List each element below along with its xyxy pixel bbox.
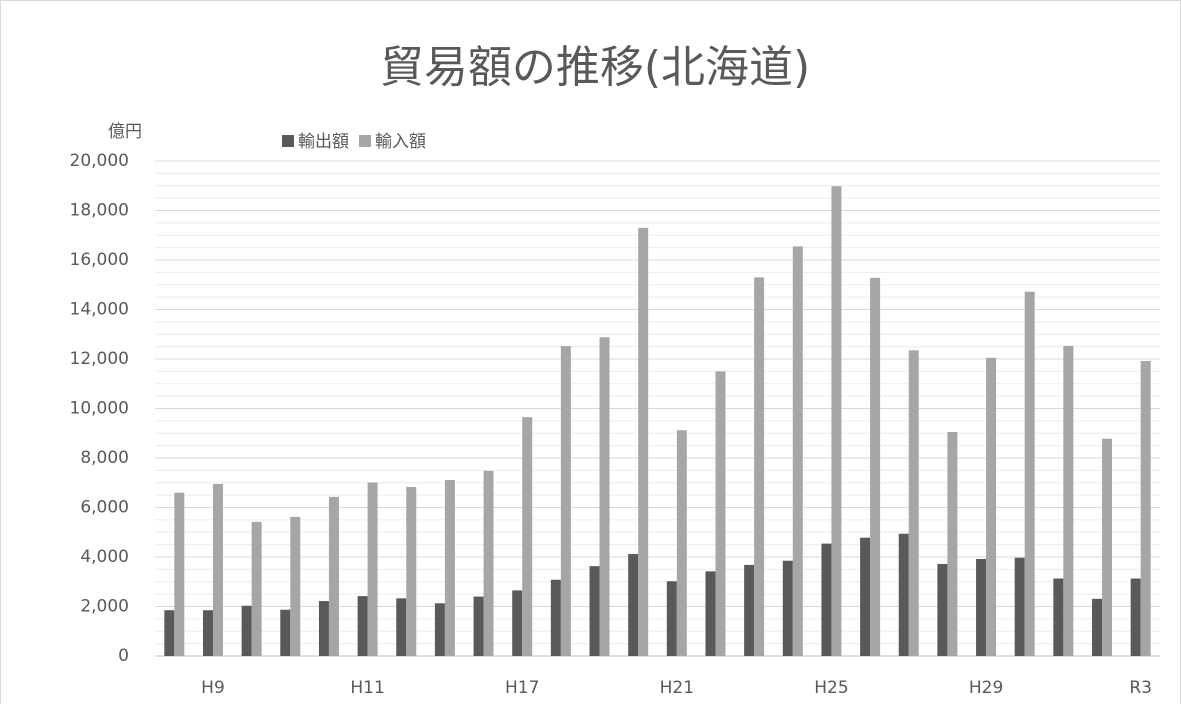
bar <box>251 521 262 656</box>
chart-title: 貿易額の推移(北海道) <box>380 42 810 93</box>
bar <box>937 563 948 656</box>
bar <box>715 371 726 656</box>
y-tick-label: 14,000 <box>70 300 129 320</box>
bar <box>290 516 301 656</box>
bar <box>744 564 755 656</box>
bar <box>1024 291 1035 656</box>
y-tick-label: 8,000 <box>80 448 129 468</box>
bar <box>908 350 919 656</box>
legend-swatch <box>282 135 294 147</box>
bar <box>202 610 213 656</box>
x-tick-label: H9 <box>201 678 225 698</box>
bar <box>444 480 455 656</box>
bar <box>638 227 649 656</box>
bar <box>821 543 832 656</box>
bar <box>174 492 185 656</box>
bar <box>280 609 291 656</box>
x-tick-label: H29 <box>969 678 1003 698</box>
legend-label: 輸入額 <box>375 132 426 152</box>
bar <box>357 596 368 656</box>
bar <box>898 533 909 656</box>
bar <box>1092 598 1103 656</box>
bar <box>434 603 445 656</box>
bar <box>754 277 765 656</box>
x-tick-label: H25 <box>814 678 848 698</box>
bar <box>986 357 997 656</box>
bar <box>1140 360 1151 656</box>
bar <box>367 482 378 656</box>
bar <box>241 605 252 656</box>
y-tick-label: 0 <box>118 646 129 666</box>
bar <box>947 432 958 656</box>
bar <box>1053 578 1064 656</box>
x-tick-label: R3 <box>1129 678 1152 698</box>
bar <box>522 417 533 656</box>
y-tick-label: 12,000 <box>70 349 129 369</box>
y-tick-label: 2,000 <box>80 597 129 617</box>
bar <box>318 601 329 656</box>
y-tick-label: 10,000 <box>70 399 129 419</box>
bar <box>628 554 639 656</box>
bar <box>1130 578 1141 656</box>
x-tick-label: H11 <box>350 678 384 698</box>
bar <box>212 483 223 656</box>
bar <box>550 579 561 656</box>
y-tick-label: 4,000 <box>80 547 129 567</box>
bar <box>1102 438 1113 656</box>
y-tick-label: 6,000 <box>80 498 129 518</box>
legend-swatch <box>359 135 371 147</box>
bar <box>792 246 803 656</box>
bar <box>705 571 716 656</box>
bar <box>666 581 677 656</box>
bar <box>589 566 600 656</box>
bar <box>406 486 417 656</box>
bar <box>976 558 987 656</box>
bar <box>560 346 571 656</box>
y-tick-label: 18,000 <box>70 201 129 221</box>
y-tick-label: 16,000 <box>70 250 129 270</box>
bar <box>676 430 687 656</box>
y-axis-label: 億円 <box>108 122 142 142</box>
x-tick-label: H21 <box>660 678 694 698</box>
bar <box>1063 345 1074 656</box>
bar <box>483 470 494 656</box>
bar <box>164 610 175 656</box>
y-tick-label: 20,000 <box>70 151 129 171</box>
bar <box>473 596 484 656</box>
legend-label: 輸出額 <box>298 132 349 152</box>
bar <box>512 590 523 656</box>
bar <box>831 186 842 656</box>
x-tick-label: H17 <box>505 678 539 698</box>
bar <box>782 560 793 656</box>
bar <box>860 537 871 656</box>
bar <box>1014 557 1025 656</box>
bar <box>328 496 339 656</box>
bar <box>870 277 881 656</box>
bar <box>599 337 610 656</box>
bar <box>396 598 407 656</box>
